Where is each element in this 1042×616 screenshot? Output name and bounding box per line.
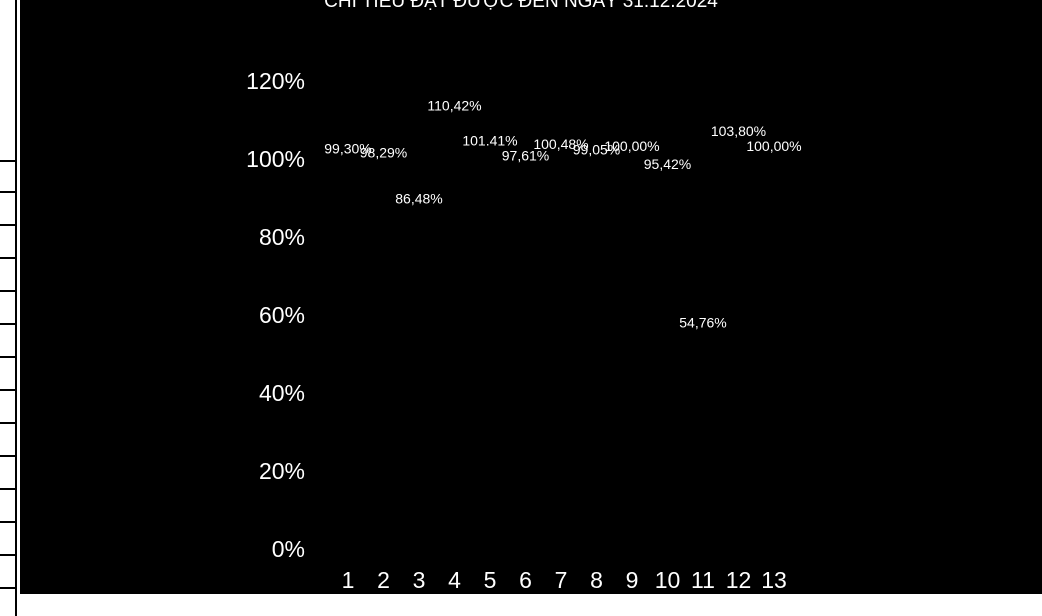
y-tick-label: 20% bbox=[259, 458, 305, 484]
y-tick-label: 0% bbox=[272, 536, 305, 562]
y-tick-label: 40% bbox=[259, 380, 305, 406]
x-tick-label: 13 bbox=[761, 567, 787, 592]
data-label: 97,61% bbox=[502, 147, 549, 163]
x-tick-label: 4 bbox=[448, 567, 461, 592]
y-tick-label: 80% bbox=[259, 224, 305, 250]
left-border-tick bbox=[0, 191, 15, 193]
left-border-tick bbox=[0, 521, 15, 523]
left-border-tick bbox=[0, 224, 15, 226]
left-border-tick bbox=[0, 323, 15, 325]
chart-area: 0% 20% 40% 60% 80% 100% 120% 99,30% 98,29% 86,48… bbox=[20, 0, 1042, 593]
data-label: 99,30% bbox=[324, 141, 371, 157]
data-label: 101.41% bbox=[462, 133, 517, 149]
left-border-tick bbox=[0, 455, 15, 457]
data-label: 110,42% bbox=[427, 97, 481, 113]
chart-svg: 0% 20% 40% 60% 80% 100% 120% 99,30%98,29% 86,48… bbox=[246, 68, 801, 593]
chart-title: CHỈ TIÊU ĐẠT ĐƯỢC ĐẾN NGÀY 31.12.2024 bbox=[324, 0, 718, 12]
data-label: 99,05% bbox=[573, 142, 620, 158]
x-tick-label: 5 bbox=[484, 567, 497, 592]
left-border-tick bbox=[0, 160, 15, 162]
y-axis-ticks: 0% 20% 40% 60% 80% 100% 120% bbox=[246, 68, 305, 562]
x-tick-label: 3 bbox=[413, 567, 426, 592]
y-tick-label: 60% bbox=[259, 302, 305, 328]
data-label: 103,80% bbox=[711, 123, 766, 139]
data-label: 98,29% bbox=[360, 145, 407, 161]
left-border bbox=[0, 0, 17, 616]
x-tick-label: 1 bbox=[342, 567, 355, 592]
x-tick-label: 12 bbox=[726, 567, 752, 592]
data-label: 86,48% bbox=[395, 191, 442, 207]
x-tick-label: 10 bbox=[655, 567, 681, 592]
x-tick-label: 9 bbox=[626, 567, 639, 592]
data-label: 54,76% bbox=[679, 314, 726, 330]
left-border-tick bbox=[0, 422, 15, 424]
data-labels: 99,30%98,29%86,48%110,42%101.41%97,61%10… bbox=[324, 97, 801, 330]
bottom-strip bbox=[20, 592, 1042, 616]
left-border-tick bbox=[0, 554, 15, 556]
data-label: 100,00% bbox=[604, 138, 659, 154]
x-tick-label: 6 bbox=[519, 567, 532, 592]
left-border-tick bbox=[0, 356, 15, 358]
data-label: 100,00% bbox=[746, 138, 801, 154]
data-label: 100,48% bbox=[533, 136, 588, 152]
left-border-tick bbox=[0, 290, 15, 292]
x-tick-label: 7 bbox=[555, 567, 568, 592]
left-border-tick bbox=[0, 587, 15, 589]
x-tick-label: 2 bbox=[377, 567, 390, 592]
left-border-tick bbox=[0, 389, 15, 391]
y-tick-label: 120% bbox=[246, 68, 305, 94]
left-border-tick bbox=[0, 257, 15, 259]
left-border-tick bbox=[0, 488, 15, 490]
x-tick-label: 11 bbox=[691, 567, 715, 592]
data-label: 95,42% bbox=[644, 156, 691, 172]
y-tick-label: 100% bbox=[246, 146, 305, 172]
x-tick-label: 8 bbox=[590, 567, 603, 592]
x-axis-ticks: 1 2 3 4 5 6 7 8 9 10 11 12 13 bbox=[342, 567, 787, 593]
